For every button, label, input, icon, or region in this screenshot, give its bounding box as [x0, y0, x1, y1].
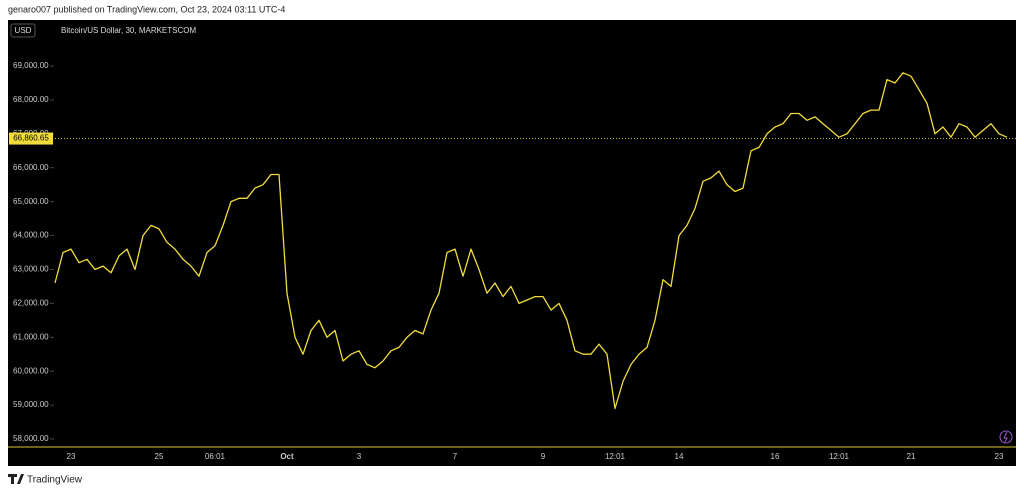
x-tick-label: 12:01 [605, 452, 626, 461]
price-line [54, 72, 1008, 410]
y-tick-label: 63,000.00 [13, 265, 49, 274]
x-tick-label: 23 [995, 452, 1004, 461]
x-tick-label: 21 [907, 452, 916, 461]
y-tick-label: 61,000.00 [13, 332, 49, 341]
x-tick-label: 14 [675, 452, 684, 461]
x-tick-label: Oct [280, 452, 294, 461]
x-tick-label: 9 [541, 452, 546, 461]
y-tick-label: 65,000.00 [13, 197, 49, 206]
x-tick-label: 16 [771, 452, 780, 461]
brand: TradingView [27, 475, 83, 486]
currency-box[interactable] [10, 23, 36, 38]
x-tick-label: 3 [357, 452, 362, 461]
last-price-label: 66,860.65 [13, 134, 49, 143]
publisher: genaro007 published on TradingView.com, … [8, 4, 285, 14]
chart-frame [8, 20, 1016, 466]
y-tick-label: 68,000.00 [13, 95, 49, 104]
tv-logo [8, 474, 24, 484]
chart-title: Bitcoin/US Dollar, 30, MARKETSCOM [61, 26, 196, 35]
lightning-icon [1003, 431, 1008, 443]
y-tick-label: 69,000.00 [13, 61, 49, 70]
tv-logo-mark [8, 474, 24, 484]
lightning-button[interactable] [999, 430, 1013, 444]
x-tick-label: 7 [453, 452, 458, 461]
y-tick-label: 58,000.00 [13, 434, 49, 443]
y-tick-label: 62,000.00 [13, 298, 49, 307]
currency: USD [15, 26, 32, 35]
y-tick-label: 64,000.00 [13, 231, 49, 240]
y-tick-label: 60,000.00 [13, 366, 49, 375]
x-tick-label: 25 [155, 452, 164, 461]
x-tick-label: 23 [67, 452, 76, 461]
y-tick-label: 59,000.00 [13, 400, 49, 409]
last-price-tag [9, 132, 53, 145]
y-tick-label: 66,000.00 [13, 163, 49, 172]
x-tick-label: 12:01 [829, 452, 850, 461]
x-tick-label: 06:01 [205, 452, 226, 461]
